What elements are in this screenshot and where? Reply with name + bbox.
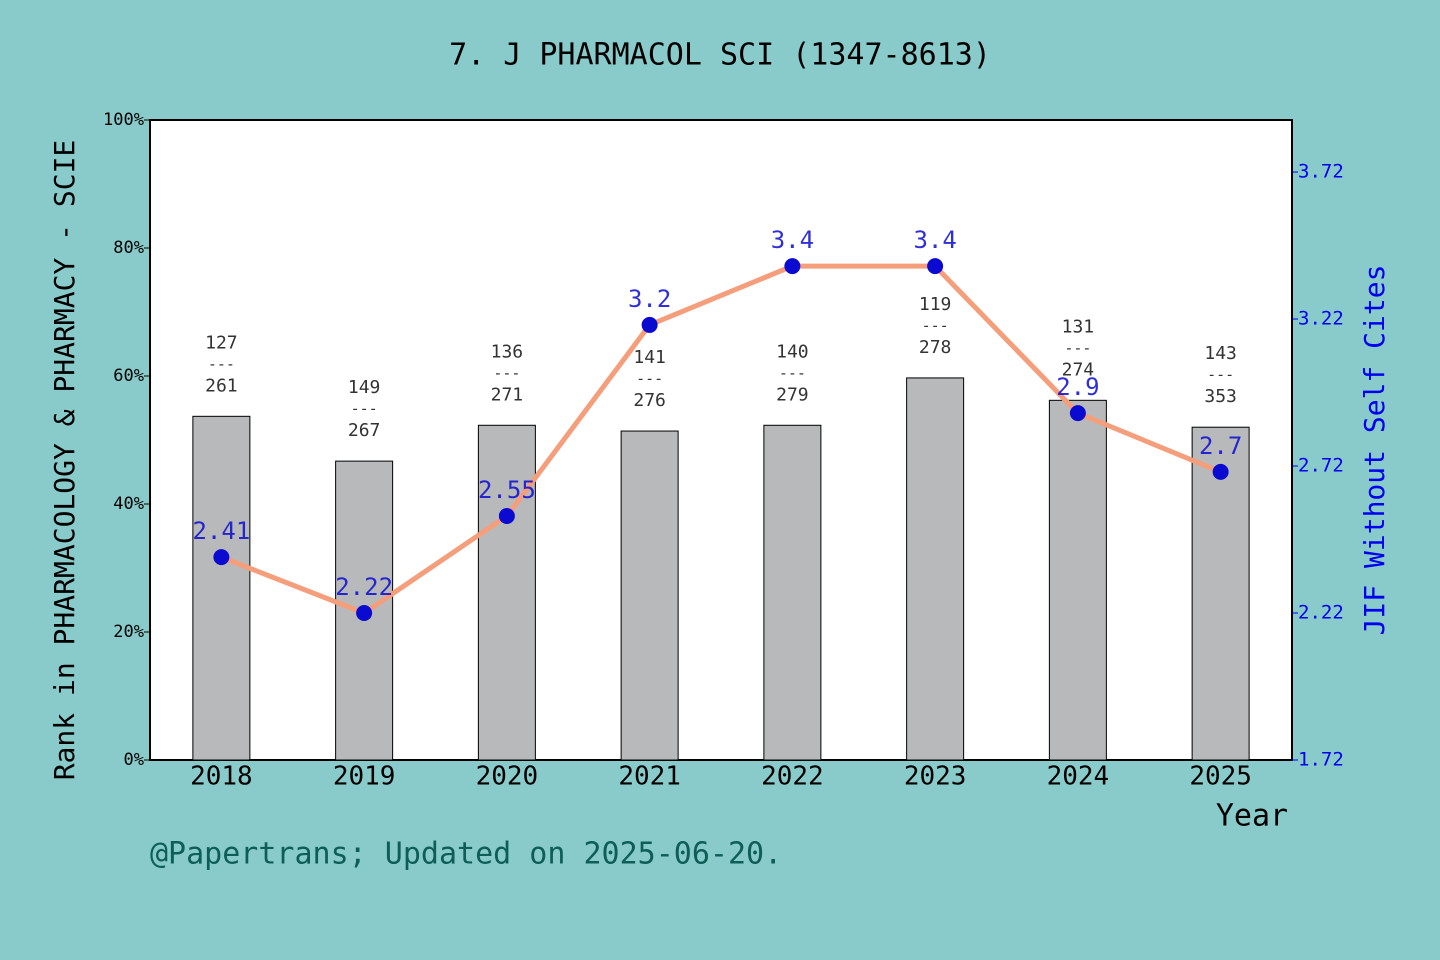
bar: [906, 377, 965, 761]
bar-label-rank: 127: [205, 332, 238, 353]
bar-label-total: 276: [633, 390, 666, 411]
bar-label-total: 267: [348, 420, 381, 441]
bar-label-total: 274: [1062, 359, 1095, 380]
y2-tick-label: 1.72: [1298, 749, 1344, 771]
bar-label-separator: ---: [351, 400, 378, 418]
x-tick-label: 2018: [190, 762, 253, 792]
y2-axis-label: JIF Without Self Cites: [1358, 265, 1391, 636]
y2-tick-label: 2.22: [1298, 602, 1344, 624]
jif-value-label: 2.41: [192, 517, 250, 545]
x-tick-label: 2025: [1189, 762, 1252, 792]
x-tick-label: 2022: [761, 762, 824, 792]
bar-label-rank: 141: [633, 347, 666, 368]
bar: [620, 430, 679, 761]
x-tick-label: 2020: [476, 762, 539, 792]
y2-tick-label: 3.22: [1298, 308, 1344, 330]
bar-label-rank: 140: [776, 341, 809, 362]
x-tick-label: 2021: [618, 762, 681, 792]
bar-label-rank: 119: [919, 294, 952, 315]
bar-label-rank: 143: [1204, 343, 1237, 364]
jif-marker: [213, 549, 230, 566]
y2-tick-label: 3.72: [1298, 161, 1344, 183]
jif-marker: [1212, 463, 1229, 480]
y-tick-label: 60%: [113, 366, 144, 386]
jif-marker: [1069, 405, 1086, 422]
bar: [1048, 399, 1107, 761]
x-tick-label: 2023: [904, 762, 967, 792]
jif-value-label: 2.22: [335, 573, 393, 601]
x-axis-label: Year: [1216, 799, 1288, 834]
bar-label-total: 271: [491, 384, 524, 405]
bar: [763, 424, 822, 761]
jif-value-label: 2.7: [1199, 432, 1242, 460]
jif-value-label: 3.4: [771, 226, 814, 254]
plot-area: [149, 119, 1293, 761]
jif-value-label: 3.2: [628, 285, 671, 313]
bar-label-separator: ---: [636, 370, 663, 388]
footer-note: @Papertrans; Updated on 2025-06-20.: [150, 837, 782, 872]
bar: [1191, 426, 1250, 761]
bar-label-separator: ---: [1064, 339, 1091, 357]
bar-label-total: 261: [205, 375, 238, 396]
bar-label-total: 278: [919, 337, 952, 358]
jif-value-label: 2.9: [1056, 373, 1099, 401]
y-axis-label: Rank in PHARMACOLOGY & PHARMACY - SCIE: [48, 140, 81, 781]
bar-label-rank: 131: [1062, 316, 1095, 337]
y-tick-label: 100%: [103, 110, 144, 130]
y-tick-label: 0%: [124, 750, 144, 770]
jif-marker: [927, 258, 944, 275]
bar-label-separator: ---: [493, 364, 520, 382]
y-tick-label: 20%: [113, 622, 144, 642]
jif-marker: [356, 605, 373, 622]
bar-label-separator: ---: [779, 364, 806, 382]
bar: [477, 424, 536, 761]
y-tick-label: 80%: [113, 238, 144, 258]
x-tick-label: 2024: [1047, 762, 1110, 792]
jif-marker: [641, 316, 658, 333]
y2-tick-label: 2.72: [1298, 455, 1344, 477]
y-tick-label: 40%: [113, 494, 144, 514]
x-tick-label: 2019: [333, 762, 396, 792]
bar-label-rank: 149: [348, 377, 381, 398]
jif-marker: [498, 507, 515, 524]
bar-label-rank: 136: [491, 341, 524, 362]
bar-label-separator: ---: [208, 355, 235, 373]
jif-value-label: 2.55: [478, 476, 536, 504]
jif-line: [220, 263, 1222, 616]
jif-marker: [784, 258, 801, 275]
bar: [192, 415, 251, 761]
bar-label-separator: ---: [1207, 366, 1234, 384]
chart-title: 7. J PHARMACOL SCI (1347-8613): [449, 38, 991, 73]
bar-label-total: 279: [776, 384, 809, 405]
jif-value-label: 3.4: [913, 226, 956, 254]
bar-label-separator: ---: [922, 316, 949, 334]
bar-label-total: 353: [1204, 386, 1237, 407]
